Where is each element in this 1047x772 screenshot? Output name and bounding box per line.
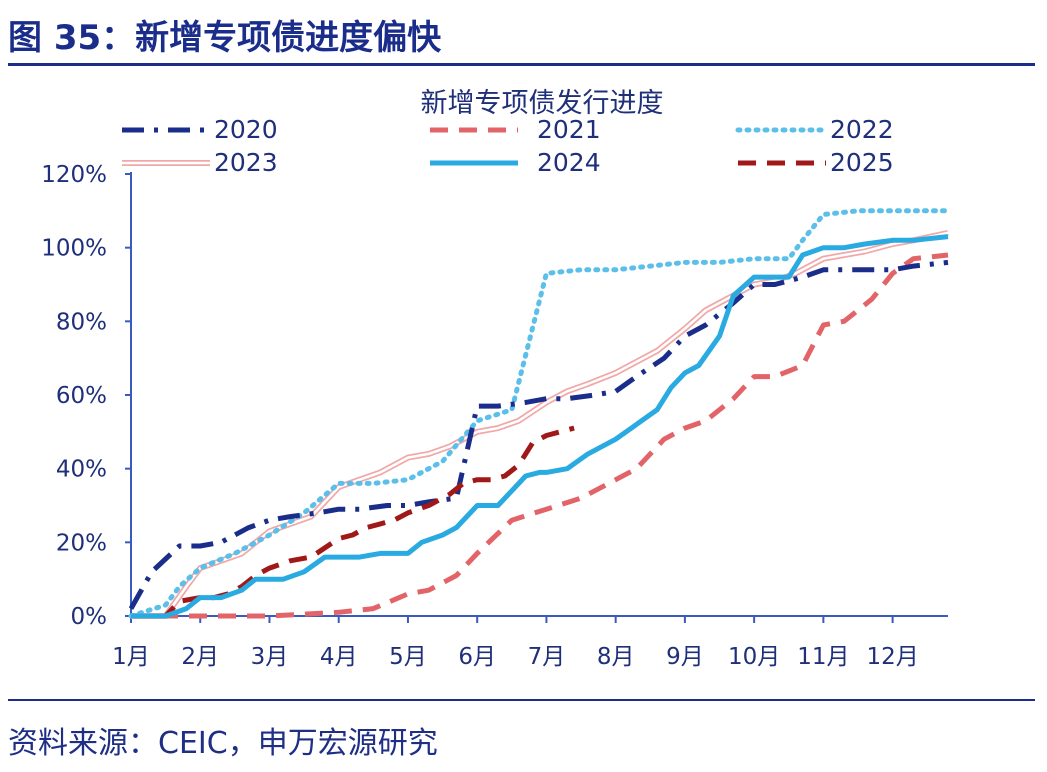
x-tick-label: 2月 [181, 644, 219, 670]
x-tick-label: 1月 [112, 644, 150, 670]
series-2022 [128, 208, 951, 619]
series-2023 [131, 229, 949, 619]
x-tick-label: 4月 [320, 644, 358, 670]
legend-item-2022: 2022 [735, 115, 894, 144]
series-2021 [131, 252, 949, 619]
x-tick-label: 7月 [528, 644, 566, 670]
y-tick-label: 60% [56, 383, 107, 409]
y-tick-label: 120% [41, 162, 107, 188]
y-tick-label: 80% [56, 309, 107, 335]
legend-label-2023: 2023 [214, 148, 278, 177]
legend: 2020 2021 2022 2023 2024 2025 [122, 115, 894, 177]
y-tick-label: 20% [56, 530, 107, 556]
legend-item-2023: 2023 [122, 148, 278, 177]
chart-title: 新增专项债发行进度 [421, 88, 664, 119]
legend-label-2024: 2024 [537, 148, 601, 177]
series-line-2021 [131, 252, 949, 619]
legend-item-2021: 2021 [430, 115, 601, 144]
legend-item-2020: 2020 [122, 115, 278, 144]
y-tick-label: 100% [41, 236, 107, 262]
legend-label-2025: 2025 [830, 148, 894, 177]
series-layer [128, 208, 951, 619]
x-tick-label: 11月 [797, 644, 849, 670]
top-rule [8, 63, 1035, 66]
x-tick-label: 6月 [458, 644, 496, 670]
series-line-2024 [131, 234, 949, 619]
x-tick-label: 12月 [866, 644, 918, 670]
legend-label-2022: 2022 [830, 115, 894, 144]
bottom-rule [8, 699, 1035, 701]
y-tick-label: 0% [71, 604, 108, 630]
x-axis: 1月 2月 3月 4月 5月 6月 7月 8月 9月 10月 11月 12月 [112, 615, 948, 670]
series-line-2023-outer [131, 229, 949, 619]
x-tick-label: 5月 [389, 644, 427, 670]
series-line-2023-inner [131, 231, 949, 618]
y-tick-label: 40% [56, 457, 107, 483]
source-note: 资料来源：CEIC，申万宏源研究 [8, 726, 438, 761]
x-tick-label: 9月 [666, 644, 704, 670]
legend-label-2021: 2021 [537, 115, 601, 144]
series-2024 [131, 234, 949, 619]
line-chart: 新增专项债发行进度 2020 2021 2022 2023 2024 2025 0% 20%… [41, 88, 951, 670]
series-line-2022 [128, 208, 951, 619]
figure-title: 图 35：新增专项债进度偏快 [8, 18, 442, 58]
y-axis: 0% 20% 40% 60% 80% 100% 120% [41, 162, 132, 630]
legend-item-2024: 2024 [430, 148, 601, 177]
series-2020 [128, 259, 949, 610]
series-line-2020 [128, 259, 949, 610]
x-tick-label: 8月 [597, 644, 635, 670]
x-tick-label: 10月 [728, 644, 780, 670]
legend-item-2025: 2025 [738, 148, 894, 177]
legend-label-2020: 2020 [214, 115, 278, 144]
x-tick-label: 3月 [251, 644, 289, 670]
